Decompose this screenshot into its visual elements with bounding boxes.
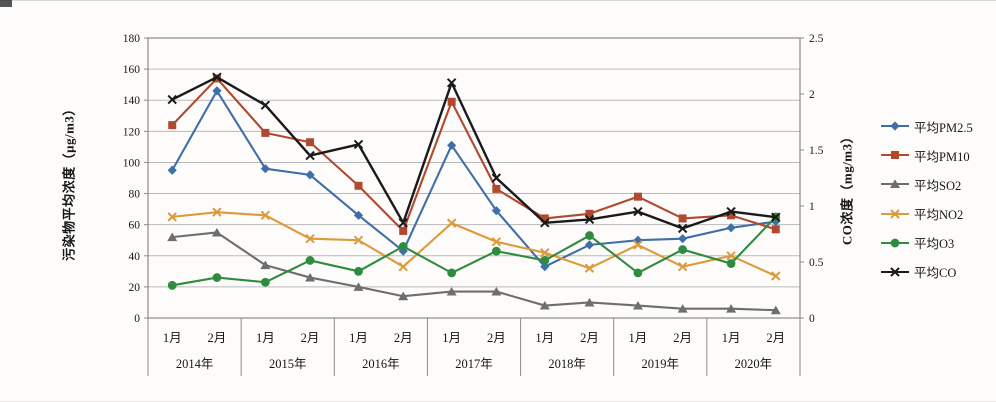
legend-item-so2: 平均SO2 <box>880 176 973 193</box>
month-label: 1月 <box>535 331 554 345</box>
year-label: 2015年 <box>269 357 307 371</box>
month-label: 2月 <box>208 331 227 345</box>
axis-ticks <box>144 37 804 319</box>
month-label: 1月 <box>442 331 461 345</box>
legend: 平均PM2.5 平均PM10 平均SO2 平均NO2 平均O3 平均CO <box>880 118 973 280</box>
year-label: 2018年 <box>548 357 586 371</box>
legend-label: 平均PM10 <box>914 149 970 164</box>
top-edge-artifact <box>0 0 996 1</box>
pm10-series-marker-icon <box>881 151 909 160</box>
month-label: 1月 <box>163 331 182 345</box>
legend-item-pm10: 平均PM10 <box>880 147 973 164</box>
legend-item-o3: 平均O3 <box>880 235 973 251</box>
left-axis-title: 污染物平均浓度（μg/m3） <box>61 102 77 261</box>
legend-item-no2: 平均NO2 <box>880 206 973 222</box>
month-label: 1月 <box>722 331 741 345</box>
left-tick-label: 100 <box>123 157 141 169</box>
left-tick-label: 180 <box>123 33 141 45</box>
left-tick-label: 40 <box>129 251 141 263</box>
series-pm25 <box>167 86 781 272</box>
series-no2 <box>167 207 781 281</box>
left-tick-label: 0 <box>134 313 140 325</box>
right-tick-label: 2.5 <box>809 33 824 45</box>
legend-label: 平均SO2 <box>914 178 962 193</box>
so2-series-marker-icon <box>881 179 909 189</box>
left-tick-label: 20 <box>129 282 141 294</box>
month-label: 2月 <box>487 331 506 345</box>
right-tick-label: 0.5 <box>809 257 824 269</box>
legend-label: 平均CO <box>914 266 957 281</box>
no2-series-marker-icon <box>881 208 909 219</box>
legend-label: 平均NO2 <box>914 208 964 223</box>
plot-border <box>147 37 801 319</box>
pm25-series-marker-icon <box>881 121 909 131</box>
legend-item-pm25: 平均PM2.5 <box>880 118 973 135</box>
month-label: 2月 <box>673 331 692 345</box>
o3-series-marker-icon <box>881 238 909 248</box>
series-so2 <box>167 227 781 315</box>
series-co <box>167 72 781 234</box>
right-tick-label: 0 <box>809 313 815 325</box>
month-label: 1月 <box>256 331 275 345</box>
co-series-marker-icon <box>881 267 909 277</box>
series-o3 <box>167 212 781 290</box>
year-label: 2017年 <box>455 357 493 371</box>
legend-label: 平均PM2.5 <box>914 120 973 135</box>
year-label: 2014年 <box>176 357 214 371</box>
right-axis-title: CO浓度（mg/m3） <box>839 129 855 246</box>
legend-label: 平均O3 <box>914 237 955 252</box>
legend-item-co: 平均CO <box>880 264 973 280</box>
month-label: 1月 <box>349 331 368 345</box>
month-label: 2月 <box>580 331 599 345</box>
year-label: 2019年 <box>642 357 680 371</box>
month-label: 2月 <box>301 331 320 345</box>
month-label: 2月 <box>394 331 413 345</box>
left-tick-label: 60 <box>129 220 141 232</box>
top-left-artifact <box>0 0 12 7</box>
month-label: 1月 <box>629 331 648 345</box>
year-label: 2020年 <box>735 357 773 371</box>
x-axis <box>147 318 801 376</box>
left-tick-label: 160 <box>123 64 141 76</box>
year-label: 2016年 <box>362 357 400 371</box>
left-tick-label: 120 <box>123 126 141 138</box>
right-tick-label: 1 <box>809 201 815 213</box>
left-tick-label: 80 <box>129 189 141 201</box>
right-tick-label: 1.5 <box>809 145 824 157</box>
month-label: 2月 <box>766 331 785 345</box>
left-tick-label: 140 <box>123 95 141 107</box>
series-pm10 <box>168 74 780 235</box>
right-tick-label: 2 <box>809 89 815 101</box>
